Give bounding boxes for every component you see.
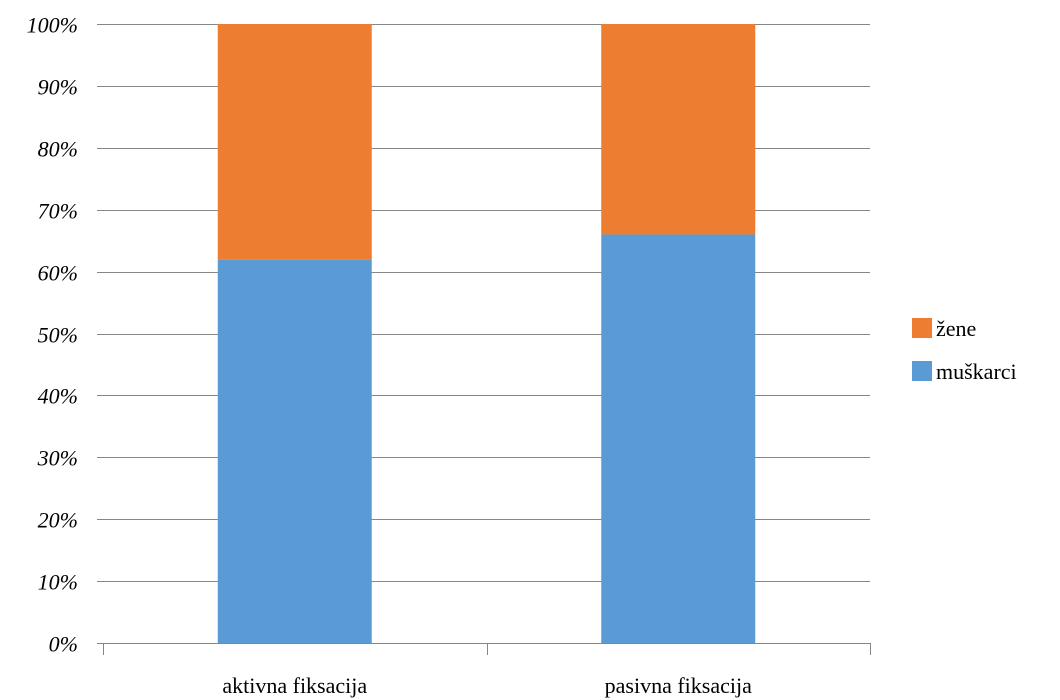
bars — [217, 24, 756, 643]
x-category-label: aktivna fiksacija — [222, 673, 367, 698]
x-axis-category-labels: aktivna fiksacija pasivna fiksacija — [222, 673, 752, 698]
bar-segment — [217, 24, 372, 260]
legend-label: žene — [936, 316, 976, 341]
y-tick-label: 40% — [38, 384, 78, 409]
y-axis-tick-labels: 0% 10% 20% 30% 40% 50% 60% 70% 80% 90% 100% — [27, 13, 78, 657]
y-tick-label: 60% — [38, 261, 78, 286]
y-tick-label: 30% — [37, 446, 78, 471]
axes — [97, 643, 871, 655]
bar-segment — [601, 24, 756, 235]
legend-swatch — [912, 318, 932, 338]
legend-label: muškarci — [936, 359, 1017, 384]
y-tick-label: 100% — [27, 13, 78, 38]
bar-segment — [601, 234, 756, 643]
x-category-label: pasivna fiksacija — [605, 673, 752, 698]
legend: žene muškarci — [912, 316, 1017, 384]
bar-segment — [217, 259, 372, 643]
y-tick-label: 50% — [38, 323, 78, 348]
y-tick-label: 10% — [38, 570, 78, 595]
y-tick-label: 80% — [38, 137, 78, 162]
y-tick-label: 70% — [38, 199, 78, 224]
legend-swatch — [912, 361, 932, 381]
y-tick-label: 0% — [49, 632, 78, 657]
y-tick-label: 20% — [38, 508, 78, 533]
y-tick-label: 90% — [38, 75, 78, 100]
